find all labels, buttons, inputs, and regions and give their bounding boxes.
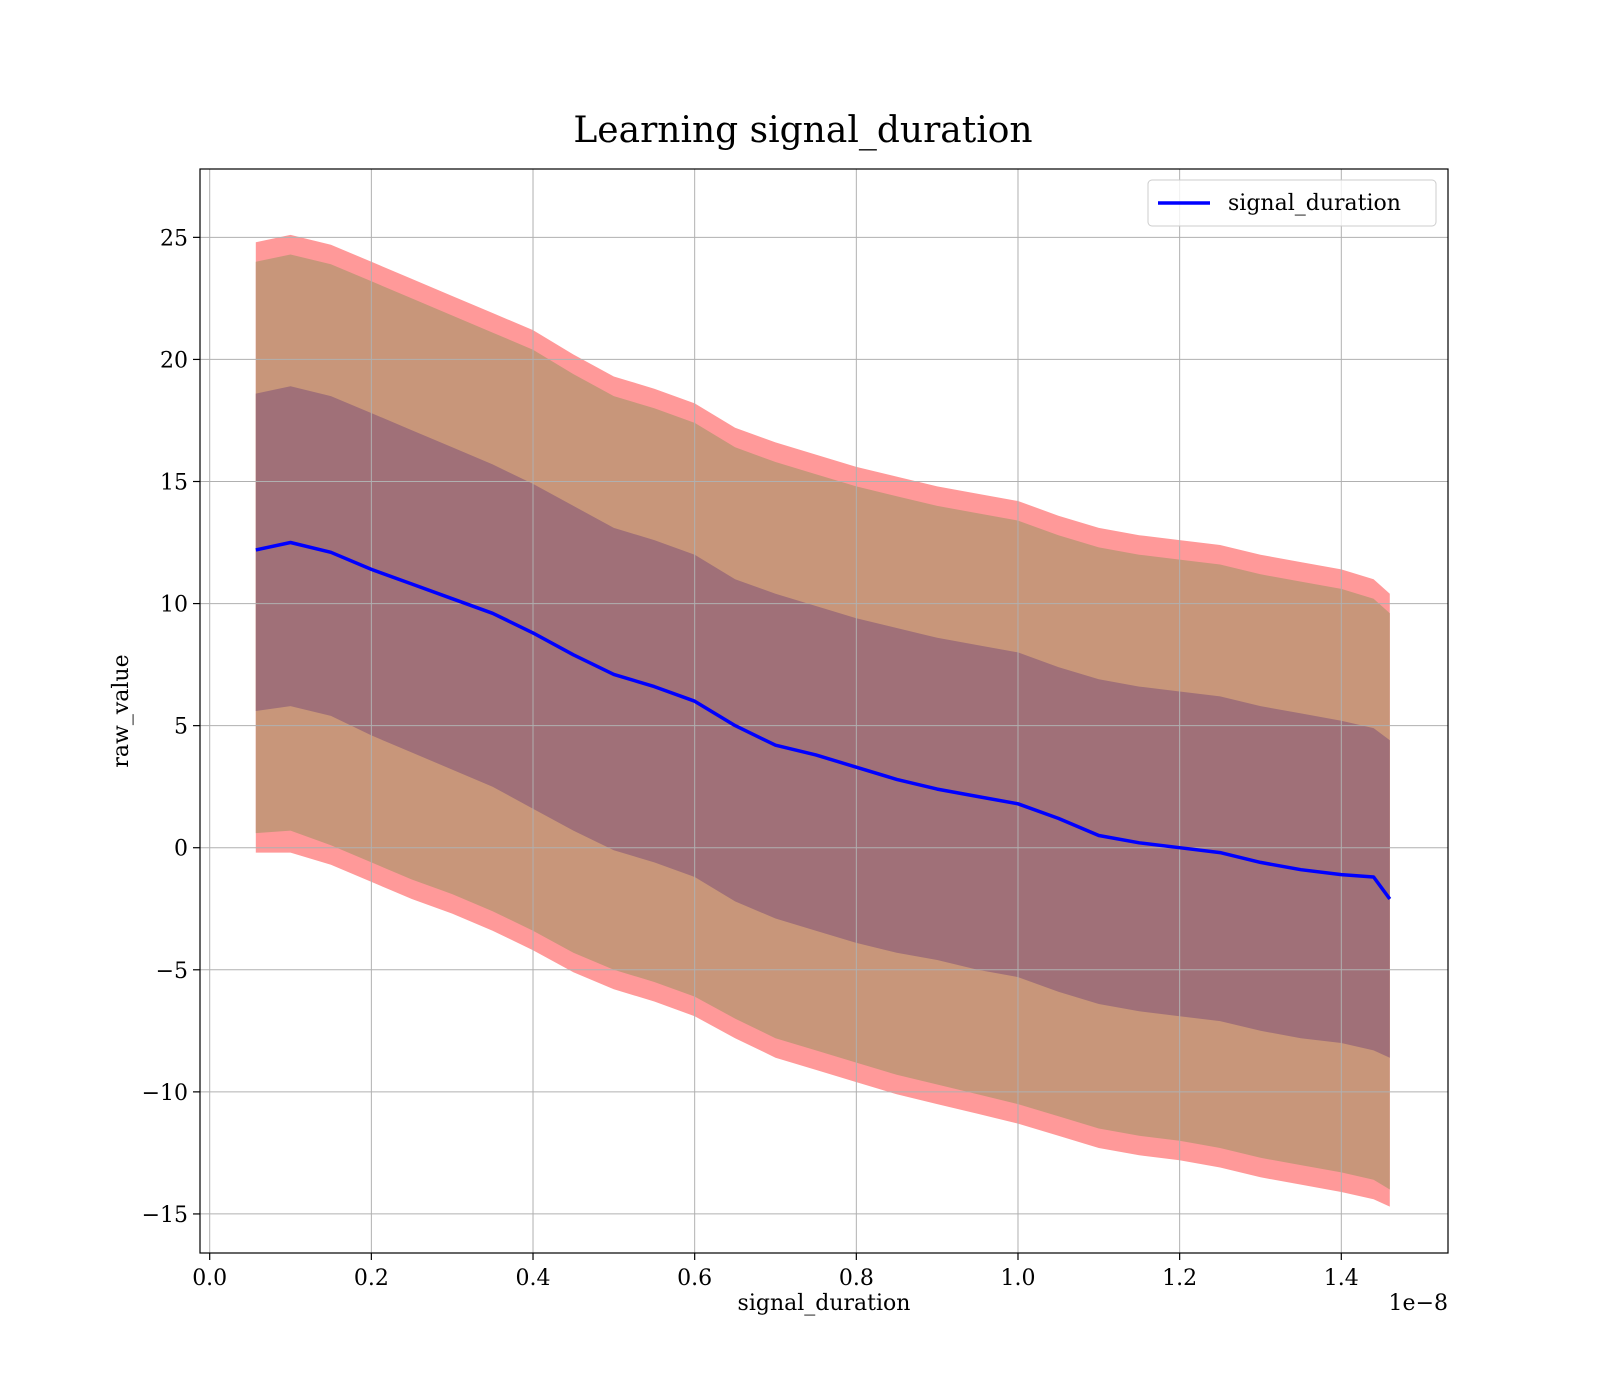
- y-tick-label: 10: [160, 593, 188, 618]
- y-tick-label: 5: [174, 715, 188, 740]
- x-axis-label: signal_duration: [738, 1291, 911, 1316]
- series-lines: [255, 540, 1392, 901]
- band-inner: [255, 386, 1390, 1058]
- x-tick-label: 0.4: [516, 1266, 551, 1291]
- confidence-bands: [255, 234, 1390, 1207]
- y-tick-label: −5: [156, 959, 188, 984]
- legend-box: [1147, 179, 1437, 227]
- legend-label: signal_duration: [1228, 191, 1401, 216]
- y-axis-ticks: −15 −10 −5 0 5 10 15 20 25: [142, 226, 200, 1228]
- y-tick-label: −10: [142, 1081, 188, 1106]
- x-tick-label: 1.4: [1324, 1266, 1359, 1291]
- grid-lines: [200, 169, 1448, 1253]
- x-tick-label: 0.0: [192, 1266, 227, 1291]
- x-tick-label: 0.6: [677, 1266, 712, 1291]
- x-axis-ticks: 0.0 0.2 0.4 0.6 0.8 1.0 1.2 1.4: [192, 1253, 1359, 1291]
- y-tick-label: 20: [160, 348, 188, 373]
- plot-frame: [199, 168, 1449, 1254]
- legend: signal_duration: [1147, 179, 1437, 227]
- x-tick-label: 0.8: [839, 1266, 874, 1291]
- y-tick-label: 0: [174, 837, 188, 862]
- y-tick-label: −15: [142, 1203, 188, 1228]
- chart-title: Learning signal_duration: [573, 110, 1032, 151]
- y-tick-label: 15: [160, 471, 188, 496]
- x-tick-label: 1.0: [1000, 1266, 1035, 1291]
- series-line-signal_duration: [255, 540, 1392, 901]
- x-axis-offset-label: 1e−8: [1389, 1291, 1448, 1316]
- y-tick-label: 25: [160, 226, 188, 251]
- x-tick-label: 1.2: [1162, 1266, 1197, 1291]
- y-axis-label: raw_value: [109, 654, 134, 767]
- x-tick-label: 0.2: [354, 1266, 389, 1291]
